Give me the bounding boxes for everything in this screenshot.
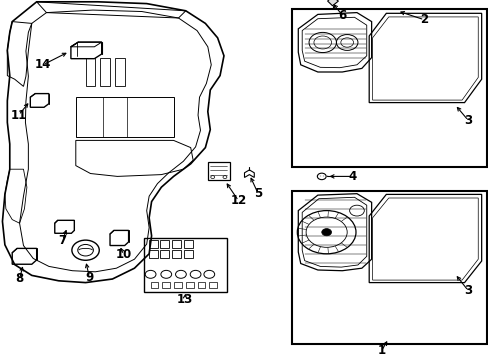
Bar — [185, 282, 193, 288]
Text: 14: 14 — [35, 58, 51, 71]
Bar — [172, 250, 181, 258]
Text: 3: 3 — [464, 114, 471, 127]
Text: 8: 8 — [16, 273, 23, 285]
Text: 3: 3 — [464, 284, 471, 297]
Bar — [183, 250, 192, 258]
Bar — [85, 58, 95, 86]
Bar — [150, 282, 158, 288]
Text: 1: 1 — [377, 345, 385, 357]
Text: 12: 12 — [230, 194, 246, 207]
Text: 4: 4 — [348, 170, 356, 183]
Text: 5: 5 — [254, 187, 262, 200]
Bar — [160, 240, 169, 248]
Bar — [197, 282, 205, 288]
Bar — [292, 9, 486, 167]
Polygon shape — [327, 0, 338, 6]
Bar — [209, 282, 217, 288]
Bar — [149, 250, 158, 258]
Text: 9: 9 — [85, 271, 93, 284]
Bar — [76, 97, 173, 137]
Text: 11: 11 — [10, 109, 27, 122]
Bar — [100, 58, 110, 86]
Circle shape — [321, 229, 331, 236]
Bar — [149, 240, 158, 248]
Bar — [292, 191, 486, 344]
Bar — [115, 58, 124, 86]
Text: 13: 13 — [176, 293, 193, 306]
Bar — [183, 240, 192, 248]
Text: 7: 7 — [59, 234, 66, 247]
Bar — [174, 282, 182, 288]
Bar — [172, 240, 181, 248]
Text: 2: 2 — [420, 13, 427, 26]
Bar — [144, 238, 227, 292]
Text: 10: 10 — [115, 248, 132, 261]
Bar — [162, 282, 170, 288]
Text: 6: 6 — [338, 9, 346, 22]
Bar — [160, 250, 169, 258]
